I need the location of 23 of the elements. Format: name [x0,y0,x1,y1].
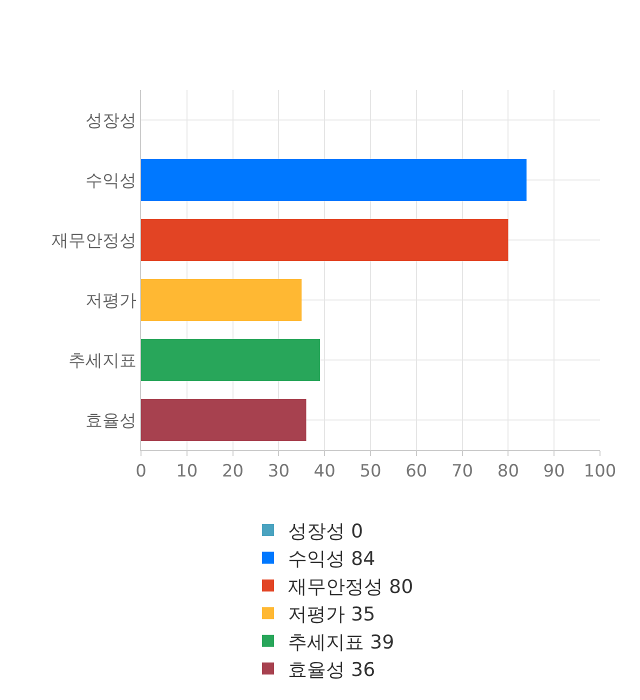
y-tick-label: 추세지표 [68,350,137,371]
legend-label: 성장성 0 [288,520,364,542]
x-tick-label: 80 [497,461,520,482]
y-tick-label: 재무안정성 [52,230,137,251]
x-tick-label: 70 [451,461,474,482]
legend-label: 효율성 36 [288,658,376,681]
y-tick-label: 저평가 [86,290,137,311]
y-tick-label: 성장성 [86,110,137,131]
x-tick-label: 0 [136,461,146,482]
x-tick-label: 30 [268,461,290,482]
legend-label: 추세지표 39 [288,631,394,654]
y-tick-label: 효율성 [86,410,137,431]
x-tick-label: 10 [176,461,198,482]
legend-label: 수익성 84 [288,548,376,570]
y-tick-label: 수익성 [86,170,137,191]
x-tick-label: 100 [584,461,616,482]
legend-label: 저평가 35 [288,604,376,626]
x-tick-label: 60 [406,461,428,482]
x-tick-label: 90 [543,461,565,482]
x-tick-label: 40 [314,461,336,482]
legend-label: 재무안정성 80 [288,576,414,598]
x-tick-label: 20 [222,461,244,482]
x-tick-label: 50 [360,461,382,482]
